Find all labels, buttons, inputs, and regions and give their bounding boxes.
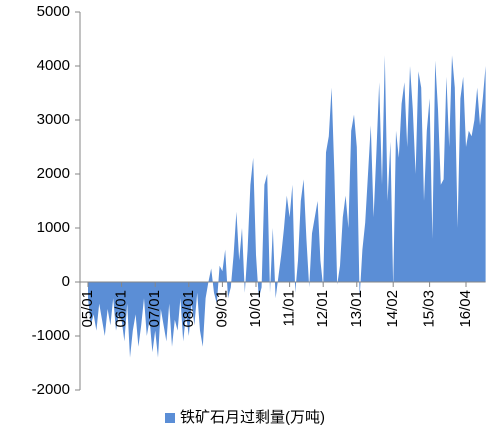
y-tick-label: -1000 <box>32 327 70 344</box>
y-tick-label: 5000 <box>37 3 70 20</box>
legend-swatch <box>165 413 175 423</box>
x-tick-label: 09/01 <box>213 290 230 328</box>
x-tick-label: 07/01 <box>146 290 163 328</box>
x-tick-label: 13/01 <box>348 290 365 328</box>
x-tick-label: 11/01 <box>281 290 298 326</box>
x-tick-label: 05/01 <box>79 290 96 328</box>
y-tick-label: 0 <box>62 273 70 290</box>
x-tick-label: 14/02 <box>384 290 401 328</box>
x-tick-label: 10/01 <box>247 290 264 328</box>
y-tick-label: 1000 <box>37 219 70 236</box>
x-tick-label: 15/03 <box>421 290 438 328</box>
y-tick-label: 2000 <box>37 165 70 182</box>
y-tick-label: 4000 <box>37 57 70 74</box>
x-tick-label: 06/01 <box>113 290 130 328</box>
x-tick-label: 08/01 <box>180 290 197 328</box>
legend-label: 铁矿石月过剩量(万吨) <box>180 409 325 426</box>
y-tick-label: -2000 <box>32 381 70 398</box>
x-tick-label: 12/01 <box>314 290 331 328</box>
x-tick-label: 16/04 <box>457 290 474 328</box>
y-tick-label: 3000 <box>37 111 70 128</box>
